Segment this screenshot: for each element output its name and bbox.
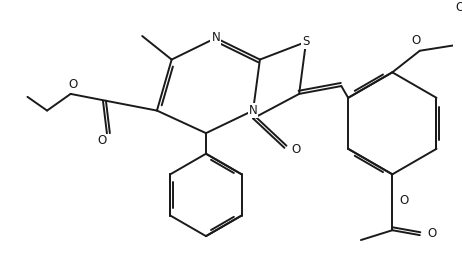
Text: O: O xyxy=(427,227,436,240)
Text: S: S xyxy=(302,35,310,48)
Text: O: O xyxy=(97,135,107,147)
Text: O: O xyxy=(292,143,301,156)
Text: N: N xyxy=(212,31,220,44)
Text: O: O xyxy=(400,194,409,207)
Text: O: O xyxy=(68,78,77,91)
Text: O: O xyxy=(456,1,462,14)
Text: N: N xyxy=(249,104,257,117)
Text: O: O xyxy=(411,34,420,47)
